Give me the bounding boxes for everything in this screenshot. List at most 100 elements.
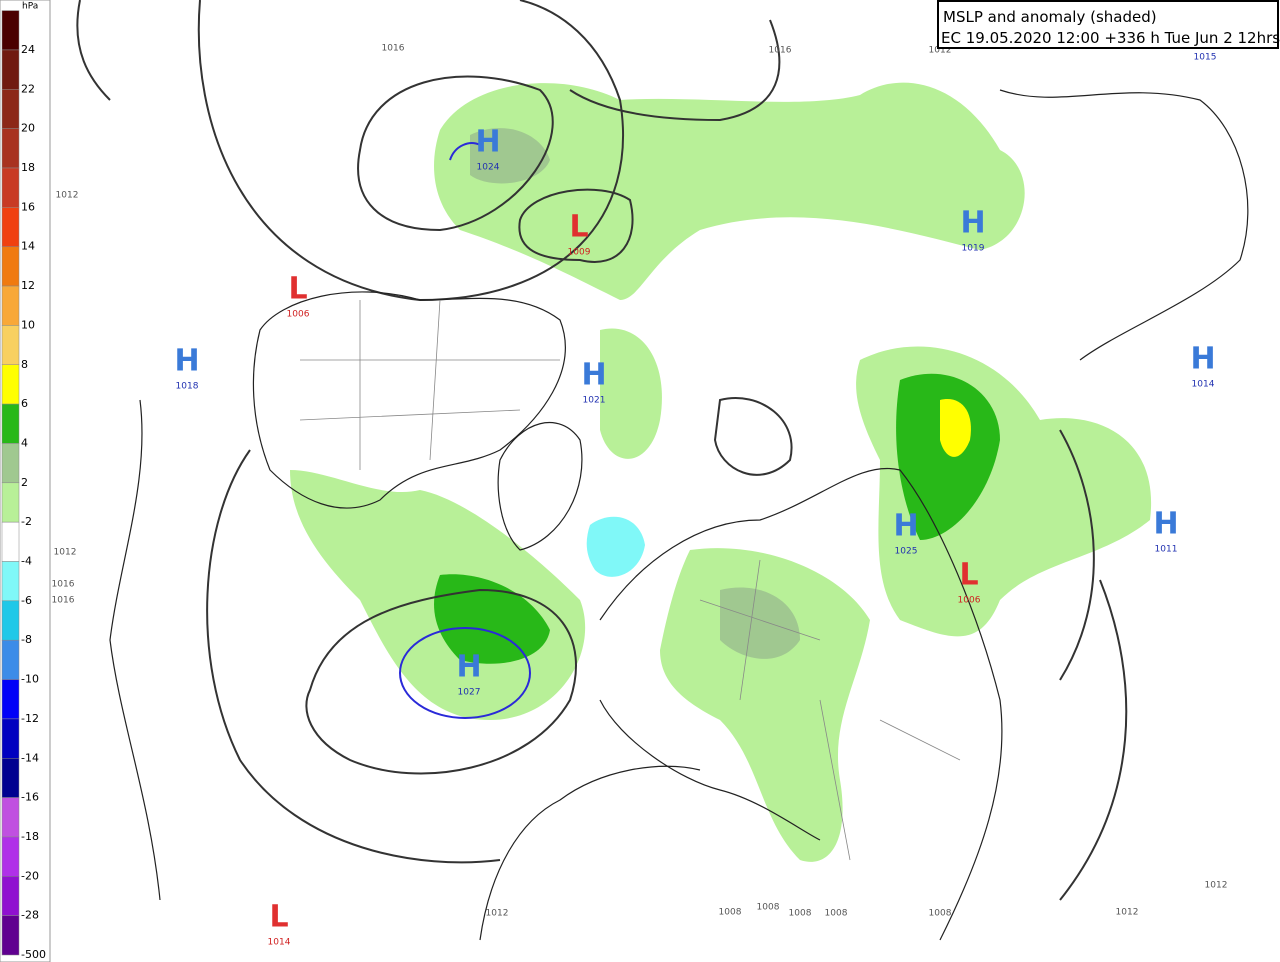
colorbar-band <box>1 403 20 444</box>
colorbar-band <box>1 561 20 602</box>
anomaly-shading <box>290 82 1152 862</box>
colorbar: hPa 24 22 20 18 16 14 12 10 8 6 4 2 -2 -4 -6 -8 -10 -12 -1… <box>0 0 51 962</box>
isobar-label: 1016 <box>382 44 405 54</box>
center-letter: L <box>269 900 288 935</box>
colorbar-band <box>1 325 20 365</box>
title-frame <box>937 0 1279 49</box>
anomaly-area <box>660 548 870 862</box>
isobar <box>357 75 554 232</box>
isobar-label: 1012 <box>54 548 77 558</box>
colorbar-label: -2 <box>21 515 32 528</box>
center-value: 1009 <box>568 248 591 258</box>
colorbar-label: 18 <box>21 161 35 174</box>
colorbar-label: 16 <box>21 200 35 213</box>
center-value: 1024 <box>477 163 500 173</box>
colorbar-label: -10 <box>21 673 39 686</box>
colorbar-unit: hPa <box>22 2 38 12</box>
anomaly-area <box>586 516 645 577</box>
isobar-label: 1008 <box>825 909 848 919</box>
anomaly-area <box>940 399 971 457</box>
colorbar-band <box>1 167 20 208</box>
center-value: 1021 <box>583 396 606 406</box>
isobar-label: 1008 <box>719 908 742 918</box>
anomaly-area <box>720 587 800 659</box>
center-value: 1014 <box>268 938 291 948</box>
colorbar-band <box>1 285 20 326</box>
isobar-label: 1016 <box>52 596 75 606</box>
colorbar-label: -4 <box>21 555 32 568</box>
coastlines <box>109 89 1249 941</box>
coastline <box>109 399 161 901</box>
isobars <box>76 0 1128 901</box>
colorbar-label: 8 <box>21 358 28 371</box>
colorbar-band <box>1 521 20 562</box>
colorbar-band <box>1 207 20 247</box>
colorbar-label: -16 <box>21 791 39 804</box>
center-value: 1027 <box>458 688 481 698</box>
coastline <box>479 765 701 941</box>
colorbar-band <box>1 718 20 759</box>
colorbar-band <box>1 915 20 956</box>
colorbar-band <box>1 246 20 287</box>
anomaly-area <box>434 82 1025 301</box>
colorbar-label: 12 <box>21 279 35 292</box>
center-letter: L <box>959 558 978 593</box>
isobar-label: 1016 <box>52 580 75 590</box>
colorbar-band <box>1 89 20 129</box>
colorbar-band <box>1 600 20 641</box>
center-letter: H <box>456 650 481 685</box>
anomaly-area <box>896 373 1000 540</box>
isobar-label: 1008 <box>929 909 952 919</box>
colorbar-label: -500 <box>21 948 46 961</box>
center-value: 1018 <box>176 382 199 392</box>
center-letter: L <box>569 210 588 245</box>
isobar <box>518 188 634 263</box>
isobar <box>305 588 577 775</box>
center-value: 1011 <box>1155 545 1178 555</box>
colorbar-band <box>1 482 20 523</box>
center-letter: H <box>581 358 606 393</box>
colorbar-band <box>1 679 20 720</box>
isobar <box>1059 579 1128 901</box>
colorbar-label: -20 <box>21 869 39 882</box>
isobar-label: 1012 <box>1116 908 1139 918</box>
isobar <box>197 0 625 302</box>
isobar-label: 1008 <box>757 903 780 913</box>
isobar <box>76 0 111 101</box>
pressure-centers: H 1024 L 1009 L 1006 H 1018 H 1021 H 1019 H 1014 H 1025… <box>174 53 1216 948</box>
colorbar-band <box>1 639 20 680</box>
colorbar-band <box>1 364 20 405</box>
center-value: 1019 <box>962 244 985 254</box>
anomaly-area <box>600 328 662 459</box>
colorbar-label: 20 <box>21 122 35 135</box>
colorbar-band <box>1 758 20 798</box>
center-value: 1006 <box>287 310 310 320</box>
anomaly-area <box>470 128 550 184</box>
isobar <box>206 449 501 864</box>
colorbar-label: -14 <box>21 751 39 764</box>
isobar-label: 1012 <box>1205 881 1228 891</box>
title-line: MSLP and anomaly (shaded) <box>943 8 1157 26</box>
isobar-label: 1012 <box>929 46 952 56</box>
colorbar-band <box>1 10 20 51</box>
colorbar-band <box>1 49 20 90</box>
isobar-high <box>399 627 531 719</box>
center-letter: H <box>960 206 985 241</box>
isobar-label: 1008 <box>789 909 812 919</box>
center-letter: H <box>475 125 500 160</box>
isobar <box>569 19 781 122</box>
coastline <box>999 89 1249 361</box>
center-value: 1014 <box>1192 380 1215 390</box>
center-letter: L <box>288 272 307 307</box>
title-box: MSLP and anomaly (shaded) EC 19.05.2020 … <box>937 0 1280 49</box>
colorbar-band <box>1 443 20 484</box>
colorbar-band <box>1 876 20 916</box>
colorbar-label: -8 <box>21 633 32 646</box>
center-value: 1015 <box>1194 53 1217 63</box>
colorbar-label: 22 <box>21 82 35 95</box>
colorbar-band <box>1 836 20 877</box>
isobar <box>1059 429 1095 681</box>
title-line: EC 19.05.2020 12:00 +336 h Tue Jun 2 12h… <box>941 29 1280 47</box>
colorbar-label: 14 <box>21 240 35 253</box>
